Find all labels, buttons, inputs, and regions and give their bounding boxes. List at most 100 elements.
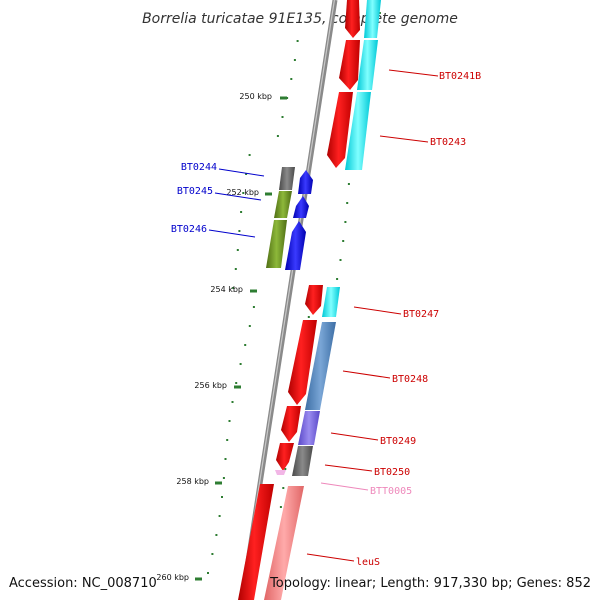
- gene-feature-bt0247[interactable]: [305, 285, 323, 315]
- gc-dot: [248, 325, 251, 327]
- gene-label-bt0241b[interactable]: BT0241B: [439, 71, 481, 82]
- gene-feature-bt0250[interactable]: [276, 443, 294, 471]
- gc-dot: [234, 268, 237, 270]
- ruler: 250 kbp 252 kbp 254 kbp 256 kbp 258 kbp …: [156, 92, 287, 582]
- gc-dot: [284, 468, 287, 470]
- cyan-feature-2[interactable]: [357, 40, 378, 90]
- gc-dot: [296, 40, 299, 42]
- leader-line-bt0241b: [388, 69, 439, 77]
- ruler-tick-258: [215, 481, 222, 485]
- gc-dot: [232, 287, 235, 289]
- gc-dot: [307, 316, 310, 318]
- trna-feature-btt0005[interactable]: [275, 470, 286, 475]
- gc-dot: [252, 306, 255, 308]
- gc-dot: [221, 496, 223, 498]
- gc-dot: [239, 363, 242, 365]
- map-title: Borrelia turicatae 91E135, complete geno…: [142, 11, 458, 27]
- gene-label-btt0005[interactable]: BTT0005: [370, 486, 412, 497]
- leader-line-leus: [306, 553, 355, 562]
- ruler-label-252: 252 kbp: [226, 188, 259, 197]
- gc-dot: [281, 116, 284, 118]
- ruler-tick-256: [234, 385, 241, 389]
- gc-dot: [236, 249, 239, 251]
- gc-dot: [218, 515, 221, 517]
- violet-feature-bt0249[interactable]: [298, 411, 320, 445]
- gene-label-bt0245[interactable]: BT0245: [177, 186, 213, 197]
- olive-feature-bt0245[interactable]: [274, 191, 292, 218]
- gc-dot: [344, 221, 347, 223]
- leader-line-bt0250: [324, 464, 373, 472]
- leader-line-btt0005: [320, 482, 369, 491]
- cyan-feature-3[interactable]: [345, 92, 371, 170]
- steel-feature-bt0248[interactable]: [305, 322, 336, 410]
- gc-dot: [279, 506, 282, 508]
- leader-lines: [208, 69, 439, 562]
- gene-label-bt0249[interactable]: BT0249: [380, 436, 416, 447]
- gc-dot: [242, 192, 245, 194]
- accession-text: Accession: NC_008710: [9, 576, 157, 591]
- feature-track-reverse: [266, 167, 313, 270]
- ruler-tick-252: [265, 192, 272, 196]
- cyan-feature-1[interactable]: [364, 0, 381, 38]
- ruler-label-260: 260 kbp: [156, 573, 189, 582]
- gc-dot: [347, 183, 350, 185]
- gene-feature-bt0243[interactable]: [327, 92, 353, 168]
- gc-dot: [224, 458, 227, 460]
- gc-dot: [346, 202, 349, 204]
- gene-label-bt0246[interactable]: BT0246: [171, 224, 207, 235]
- gene-label-bt0250[interactable]: BT0250: [374, 467, 410, 478]
- gene-label-leus[interactable]: leuS: [356, 557, 380, 568]
- gc-dot: [238, 230, 241, 232]
- gc-dot: [245, 173, 248, 175]
- gc-dot: [235, 382, 238, 384]
- leader-line-bt0244: [218, 168, 265, 177]
- gc-dot: [215, 534, 218, 536]
- gc-dot: [339, 259, 342, 261]
- gc-dot: [207, 572, 209, 574]
- gc-dot: [231, 401, 234, 403]
- gc-dot: [240, 211, 243, 213]
- gene-labels: BT0241B BT0243 BT0244 BT0245 BT0246 BT02…: [171, 71, 481, 568]
- leader-line-bt0246: [208, 229, 256, 238]
- gc-dot: [211, 553, 214, 555]
- genome-backbone-highlight: [240, 0, 335, 600]
- gene-feature-leus[interactable]: [238, 484, 274, 600]
- gene-feature-bt0246[interactable]: [285, 221, 306, 270]
- cyan-feature-bt0247[interactable]: [322, 287, 340, 317]
- leader-line-bt0245: [214, 192, 262, 201]
- gene-feature-bt0248[interactable]: [288, 320, 317, 405]
- gray-feature-bt0244[interactable]: [279, 167, 295, 190]
- gc-dot: [286, 97, 289, 99]
- ruler-tick-250: [280, 96, 287, 100]
- ruler-tick-254: [250, 289, 257, 293]
- olive-feature-bt0246[interactable]: [266, 220, 287, 268]
- summary-text: Topology: linear; Length: 917,330 bp; Ge…: [269, 576, 591, 591]
- gc-dot: [282, 487, 285, 489]
- leader-line-bt0249: [330, 432, 379, 441]
- gene-label-bt0244[interactable]: BT0244: [181, 162, 217, 173]
- ruler-tick-260: [195, 577, 202, 581]
- gc-dot: [248, 154, 251, 156]
- gc-dot: [226, 439, 229, 441]
- gene-feature-bt0249[interactable]: [281, 406, 301, 442]
- gc-dot: [290, 78, 293, 80]
- gc-dot: [244, 344, 247, 346]
- ruler-label-256: 256 kbp: [194, 381, 227, 390]
- gene-feature-bt0241a[interactable]: [345, 0, 360, 38]
- gene-label-bt0243[interactable]: BT0243: [430, 137, 466, 148]
- gene-feature-bt0244[interactable]: [298, 170, 313, 194]
- gc-dot: [222, 477, 225, 479]
- gene-label-bt0247[interactable]: BT0247: [403, 309, 439, 320]
- gc-dot: [378, 12, 381, 14]
- gc-dot: [293, 59, 296, 61]
- feature-track-middle: [275, 285, 340, 476]
- gene-feature-bt0241b[interactable]: [339, 40, 360, 90]
- gray-feature-bt0250[interactable]: [292, 446, 313, 476]
- gene-feature-bt0245[interactable]: [293, 196, 309, 218]
- feature-track-bottom: [238, 484, 304, 600]
- leader-line-bt0248: [342, 370, 391, 379]
- pink-feature-leus[interactable]: [264, 486, 304, 600]
- gene-label-bt0248[interactable]: BT0248: [392, 374, 428, 385]
- gc-dot: [336, 278, 339, 280]
